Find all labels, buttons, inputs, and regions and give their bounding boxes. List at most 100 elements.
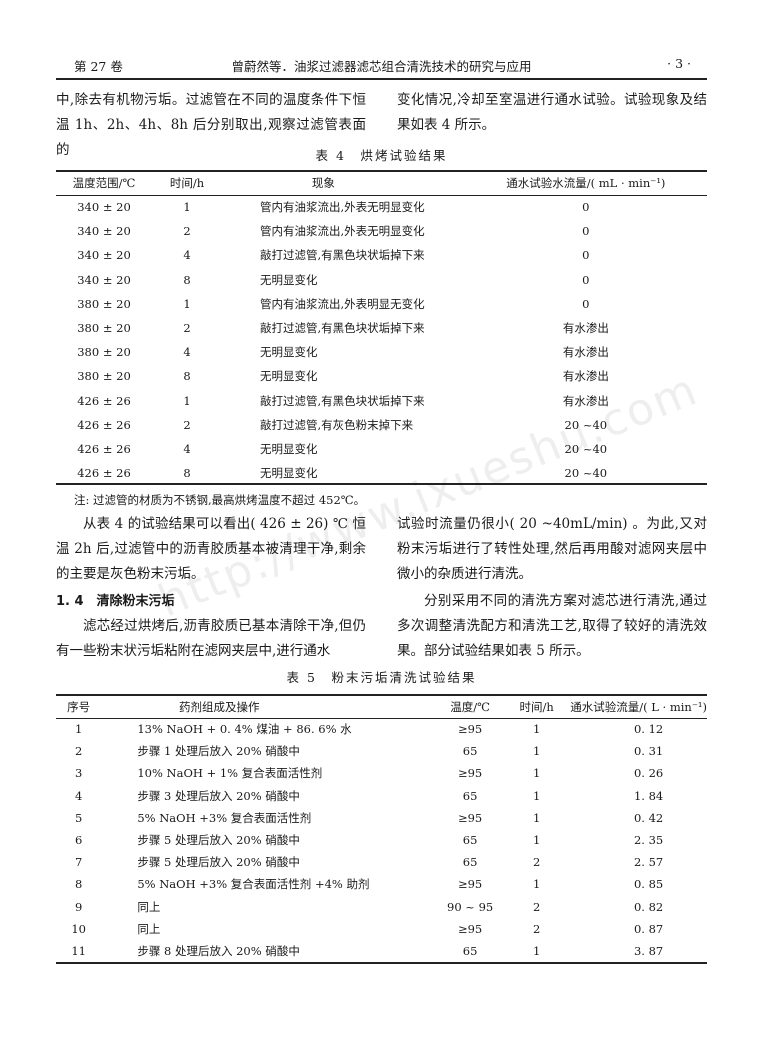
table-cell: 0. 12	[633, 722, 664, 737]
table-cell: 1	[532, 766, 541, 781]
th-flow: 通水试验水流量/( mL · min⁻¹)	[506, 176, 666, 190]
table-cell: 65	[462, 833, 478, 848]
table-cell: 8	[183, 272, 191, 287]
table-cell: 426 ± 26	[77, 417, 131, 432]
table-cell: 有水渗出	[562, 393, 609, 408]
table-cell: 同上	[137, 899, 161, 914]
table-cell: 无明显变化	[260, 369, 318, 384]
table-cell: 65	[462, 943, 478, 958]
paragraph: 分别采用不同的清洗方案对滤芯进行清洗,通过多次调整清洗配方和清洗工艺,取得了较好…	[397, 593, 707, 659]
table-cell: 10	[71, 921, 86, 936]
table-cell: 1	[183, 393, 191, 408]
table-cell: 管内有油浆流出,外表明显无变化	[260, 296, 425, 311]
body-left: 从表 4 的试验结果可以看出( 426 ± 26) ℃ 恒温 2h 后,过滤管中…	[56, 512, 366, 664]
table-cell: 2	[532, 921, 541, 936]
table-cell: ≥95	[457, 877, 483, 892]
table-row: 340 ± 20 1 管内有油浆流出,外表无明显变化 0	[56, 195, 707, 219]
table-cell: ≥95	[457, 921, 483, 936]
table-cell: 1	[532, 722, 541, 737]
table-cell: 0. 31	[633, 744, 664, 759]
table-cell: 有水渗出	[562, 369, 609, 384]
table-cell: 无明显变化	[260, 345, 318, 360]
table5-bottom-rule	[56, 962, 707, 964]
table-cell: 380 ± 20	[77, 296, 131, 311]
table-row: 3 10% NaOH + 1% 复合表面活性剂 ≥95 1 0. 26	[56, 762, 707, 784]
table-cell: 2	[532, 855, 541, 870]
table-cell: 8	[183, 369, 191, 384]
table-cell: 步骤 5 处理后放入 20% 硝酸中	[137, 855, 300, 870]
table-row: 340 ± 20 8 无明显变化 0	[56, 268, 707, 292]
table4-caption: 表 4 烘烤试验结果	[315, 148, 448, 163]
table-cell: 敲打过滤管,有黑色块状垢掉下来	[260, 393, 425, 408]
section-heading: 1. 4 清除粉末污垢	[56, 594, 175, 609]
table-cell: 0. 42	[633, 810, 664, 825]
table-cell: 步骤 5 处理后放入 20% 硝酸中	[137, 833, 300, 848]
table-cell: 7	[75, 855, 83, 870]
table-cell: 65	[462, 744, 478, 759]
table-cell: 5% NaOH +3% 复合表面活性剂	[137, 810, 312, 825]
th-temperature: 温度范围/℃	[72, 176, 136, 190]
table-cell: 敲打过滤管,有黑色块状垢掉下来	[260, 248, 425, 263]
th-flow: 通水试验流量/( L · min⁻¹)	[570, 699, 707, 714]
table-cell: 340 ± 20	[77, 224, 131, 239]
running-title: 曾蔚然等．油浆过滤器滤芯组合清洗技术的研究与应用	[231, 59, 532, 74]
table5-header-row: 序号 药剂组成及操作 温度/℃ 时间/h 通水试验流量/( L · min⁻¹)	[56, 695, 707, 718]
table-row: 9 同上 90 ~ 95 2 0. 82	[56, 896, 707, 918]
table-cell: 3. 87	[633, 943, 664, 958]
table-cell: 340 ± 20	[77, 272, 131, 287]
table-row: 380 ± 20 4 无明显变化 有水渗出	[56, 340, 707, 364]
table-cell: 无明显变化	[260, 466, 318, 481]
table5: 序号 药剂组成及操作 温度/℃ 时间/h 通水试验流量/( L · min⁻¹)…	[56, 695, 707, 962]
table-cell: 5	[75, 810, 83, 825]
table-row: 426 ± 26 4 无明显变化 20 ~40	[56, 437, 707, 461]
table-cell: 4	[183, 345, 191, 360]
table-cell: 0	[582, 248, 590, 263]
table-cell: 1	[532, 833, 541, 848]
table-cell: 敲打过滤管,有黑色块状垢掉下来	[260, 321, 425, 336]
table4-note: 注: 过滤管的材质为不锈钢,最高烘烤温度不超过 452℃。	[74, 493, 366, 507]
table5-header-rule	[56, 718, 707, 719]
table-cell: 13% NaOH + 0. 4% 煤油 + 86. 6% 水	[137, 722, 352, 737]
th-composition: 药剂组成及操作	[179, 699, 260, 714]
table-cell: 同上	[137, 921, 161, 936]
table5-caption: 表 5 粉末污垢清洗试验结果	[286, 670, 477, 685]
table-cell: 0. 85	[633, 877, 664, 892]
table-row: 5 5% NaOH +3% 复合表面活性剂 ≥95 1 0. 42	[56, 807, 707, 829]
table4-bottom-rule	[56, 483, 707, 485]
table-cell: ≥95	[457, 722, 483, 737]
th-time: 时间/h	[169, 176, 205, 190]
table-cell: 426 ± 26	[77, 466, 131, 481]
header-rule	[56, 78, 707, 80]
table-cell: 1. 84	[633, 788, 664, 803]
table-cell: 敲打过滤管,有灰色粉末掉下来	[260, 417, 414, 432]
table-cell: 380 ± 20	[77, 321, 131, 336]
table-row: 426 ± 26 8 无明显变化 20 ~40	[56, 461, 707, 485]
table-cell: 340 ± 20	[77, 248, 131, 263]
table-cell: 1	[532, 744, 541, 759]
table-cell: 有水渗出	[562, 345, 609, 360]
table-cell: 380 ± 20	[77, 369, 131, 384]
table-cell: 0. 82	[633, 899, 664, 914]
table-row: 426 ± 26 1 敲打过滤管,有黑色块状垢掉下来 有水渗出	[56, 389, 707, 413]
paragraph: 滤芯经过烘烤后,沥青胶质已基本清除干净,但仍有一些粉末状污垢粘附在滤网夹层中,进…	[56, 618, 366, 659]
th-time: 时间/h	[519, 699, 554, 714]
table-row: 340 ± 20 4 敲打过滤管,有黑色块状垢掉下来 0	[56, 243, 707, 267]
table4: 温度范围/℃ 时间/h 现象 通水试验水流量/( mL · min⁻¹) 340…	[56, 171, 707, 485]
table-cell: 8	[75, 877, 83, 892]
th-seq: 序号	[67, 699, 91, 714]
table-cell: 1	[75, 722, 83, 737]
table-row: 4 步骤 3 处理后放入 20% 硝酸中 65 1 1. 84	[56, 785, 707, 807]
table-cell: 0	[582, 224, 590, 239]
table-cell: 步骤 1 处理后放入 20% 硝酸中	[137, 744, 300, 759]
table-cell: ≥95	[457, 810, 483, 825]
table-cell: 1	[183, 296, 191, 311]
table-cell: 2	[183, 321, 191, 336]
table-row: 8 5% NaOH +3% 复合表面活性剂 +4% 助剂 ≥95 1 0. 85	[56, 873, 707, 895]
table-cell: 无明显变化	[260, 441, 318, 456]
table5-top-rule	[56, 694, 707, 696]
table-cell: 3	[75, 766, 83, 781]
table-cell: 1	[532, 810, 541, 825]
table-cell: 2	[183, 224, 191, 239]
table-row: 380 ± 20 1 管内有油浆流出,外表明显无变化 0	[56, 292, 707, 316]
table-cell: 0. 87	[633, 921, 664, 936]
